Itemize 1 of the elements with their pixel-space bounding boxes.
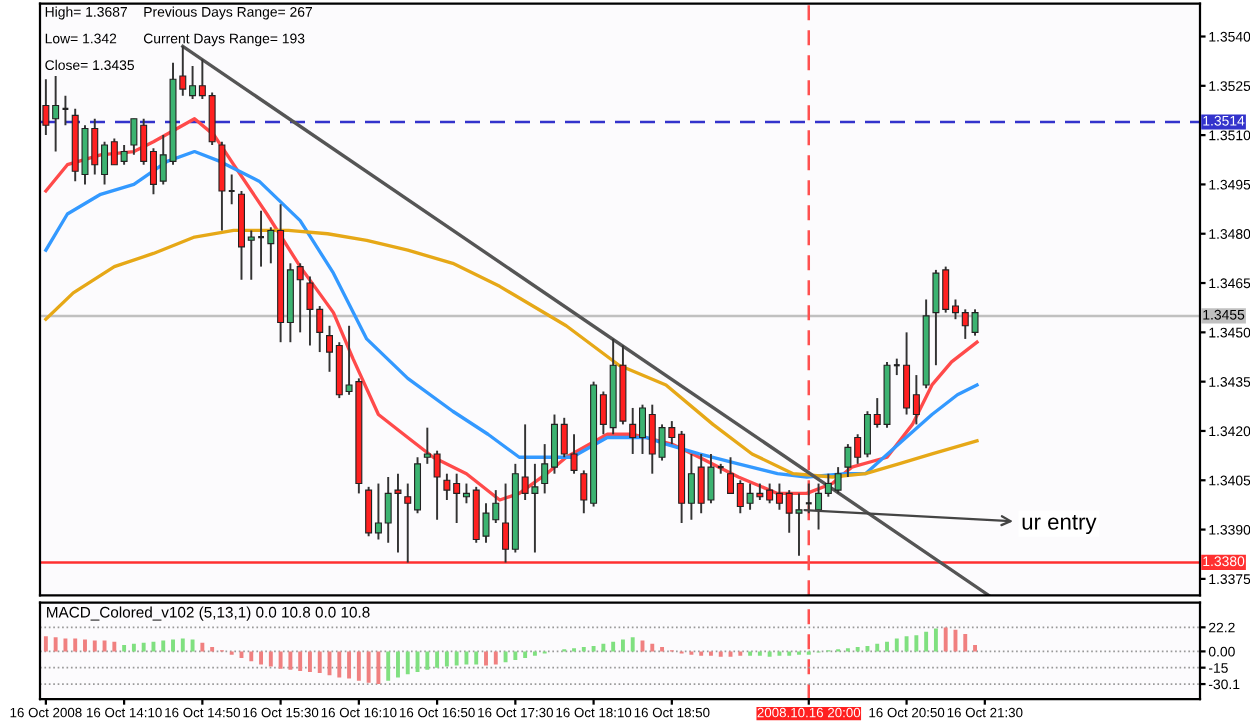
annotation: ur entry	[1022, 515, 1097, 535]
